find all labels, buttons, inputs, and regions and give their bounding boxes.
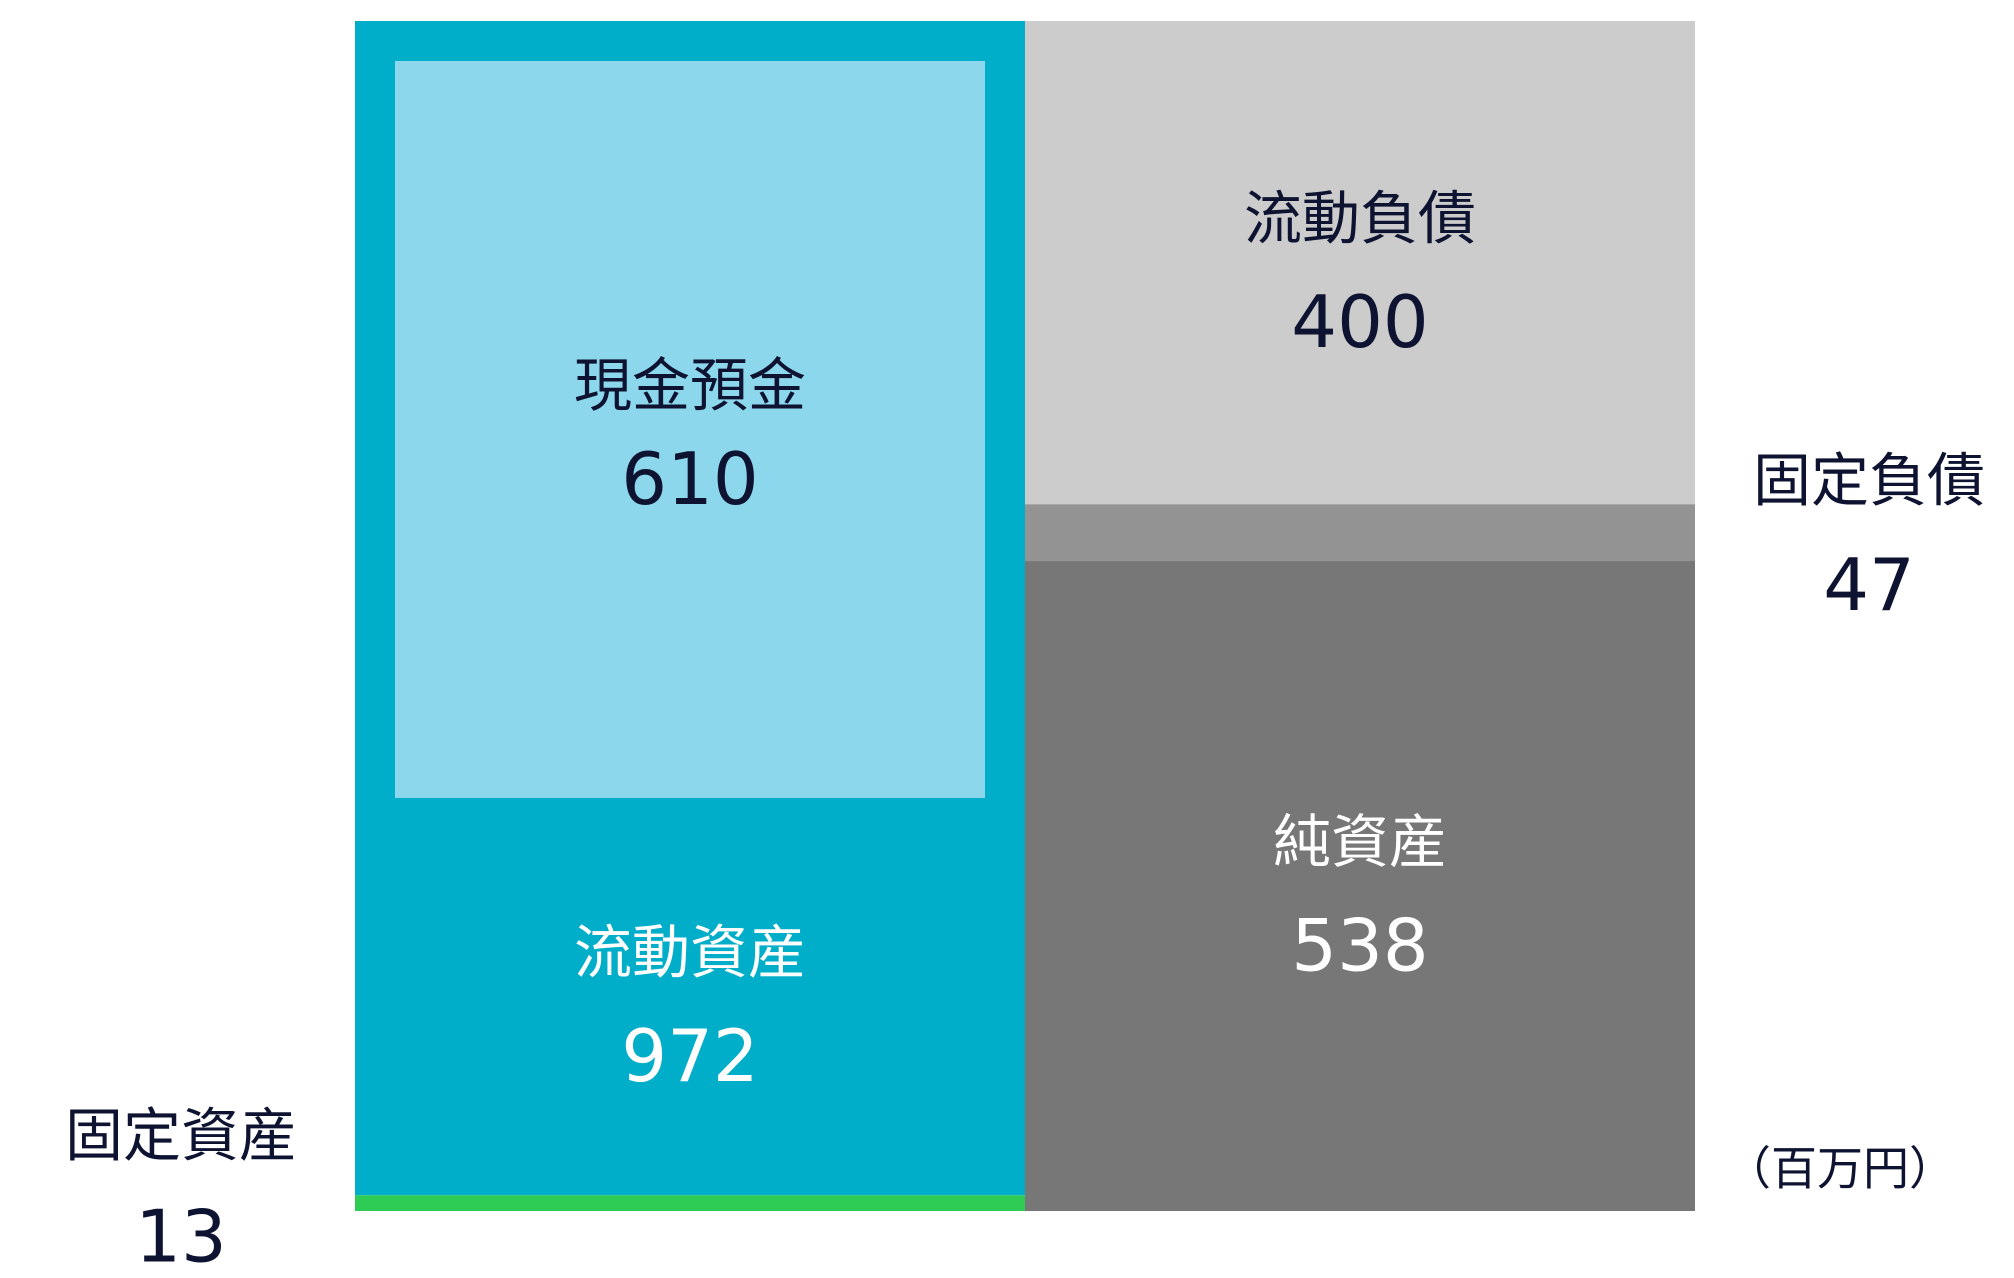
- segment-value: 538: [1291, 904, 1428, 988]
- segment-name: 固定負債: [1753, 447, 1985, 515]
- segment-name: 固定資産: [65, 1101, 297, 1169]
- segment-value: 610: [621, 437, 758, 521]
- segment-name: 流動資産: [574, 919, 806, 987]
- segment-value: 47: [1823, 543, 1915, 627]
- segment-name: 現金預金: [574, 352, 806, 420]
- segment-name: 流動負債: [1244, 185, 1476, 253]
- segment-value: 400: [1291, 280, 1428, 364]
- segment-name: 純資産: [1273, 808, 1447, 876]
- inner-segment: [395, 61, 985, 798]
- segment: [355, 1195, 1025, 1211]
- segment: [1025, 21, 1695, 505]
- segment: [1025, 504, 1695, 562]
- unit-label: （百万円）: [1725, 1142, 1955, 1196]
- segment: [1025, 561, 1695, 1211]
- segment-value: 13: [135, 1195, 227, 1274]
- segment-value: 972: [621, 1014, 758, 1098]
